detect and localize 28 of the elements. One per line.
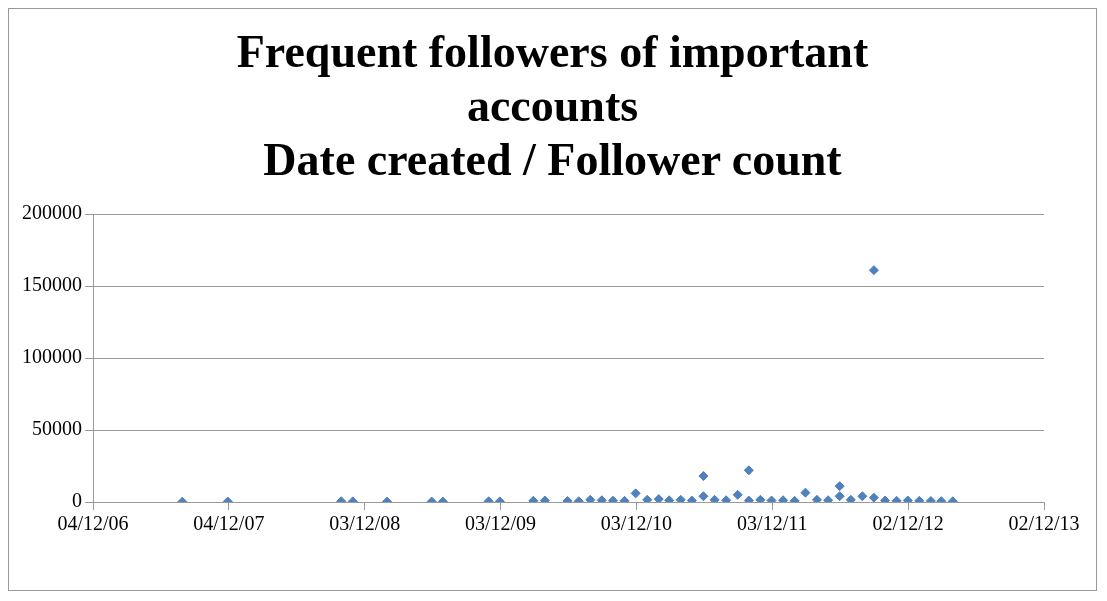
point [653, 494, 664, 502]
x-tick-label: 03/12/08 [329, 512, 401, 535]
chart-subtitle: Date created / Follower count [262, 133, 843, 187]
point [743, 465, 754, 476]
x-tick-label: 04/12/07 [193, 512, 265, 535]
x-tick-label: 02/12/12 [872, 512, 944, 535]
y-tick-label: 200000 [22, 201, 82, 224]
x-tick-label: 03/12/11 [737, 512, 808, 535]
point [709, 494, 720, 502]
point [755, 494, 766, 502]
y-tick-label: 0 [72, 489, 82, 512]
y-tick-label: 150000 [22, 273, 82, 296]
x-tick-label: 03/12/09 [465, 512, 537, 535]
point [675, 494, 686, 502]
point [732, 489, 743, 500]
y-tick-label: 50000 [32, 417, 82, 440]
x-tick-label: 04/12/06 [57, 512, 129, 535]
point [868, 265, 879, 276]
point [868, 492, 879, 502]
point [811, 494, 822, 502]
point [845, 494, 856, 502]
y-tick-label: 100000 [22, 345, 82, 368]
point [800, 487, 811, 498]
point [585, 494, 596, 502]
x-tick-label: 02/12/13 [1008, 512, 1080, 535]
point [642, 494, 653, 502]
x-tick-label: 03/12/10 [600, 512, 672, 535]
chart-title: Frequent followers of important accounts [235, 25, 870, 133]
